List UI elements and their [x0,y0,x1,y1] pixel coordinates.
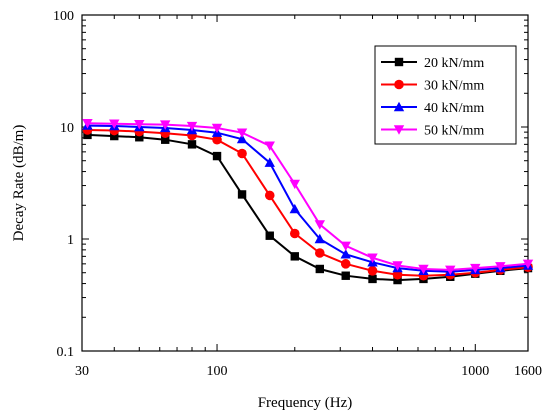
data-point [264,157,275,167]
data-point [314,233,326,244]
series-4 [82,119,534,276]
data-point [340,241,351,251]
data-point [236,128,248,138]
data-point [211,123,223,134]
y-tick-label: 100 [53,9,74,24]
series-layer [82,119,534,285]
legend-marker [394,79,404,90]
data-point [341,271,350,280]
legend-label: 40 kN/mm [424,101,484,116]
x-tick-label: 100 [207,364,228,379]
data-point [315,264,325,274]
data-point [289,179,300,190]
x-tick-label: 1600 [514,364,542,379]
data-point [186,121,198,132]
data-point [393,275,402,285]
data-point [289,228,300,239]
legend-marker [394,57,404,67]
data-point [187,140,197,149]
x-axis-title: Frequency (Hz) [258,395,353,411]
data-point [135,133,144,142]
legend-entry-3: 40 kN/mm [381,101,484,116]
x-tick-label: 1000 [461,364,489,379]
data-point [368,274,377,284]
data-point [237,148,247,159]
data-point [110,131,119,141]
legend-label: 20 kN/mm [424,56,484,71]
series-line [87,133,529,282]
legend-entry-1: 20 kN/mm [381,56,484,71]
data-point [265,231,274,240]
data-point [314,220,326,230]
legend-entry-2: 30 kN/mm [381,79,484,94]
series-2 [82,125,533,281]
y-tick-label: 10 [60,121,74,136]
data-point [212,151,222,161]
data-point [367,266,378,276]
axes: 30 100 1000 1600 0.1 1 10 100 [53,9,542,379]
data-point [212,134,222,145]
data-point [160,120,171,130]
legend-label: 30 kN/mm [424,79,484,94]
data-point [470,263,481,274]
data-point [290,252,299,261]
data-point [495,262,506,272]
data-point [109,119,120,129]
y-tick-label: 0.1 [57,345,75,360]
data-point [264,141,275,151]
legend-marker [393,101,405,112]
data-point [340,249,351,259]
data-point [340,259,351,269]
data-point [161,135,170,144]
data-point [392,269,403,280]
series-line [87,122,529,271]
legend: 20 kN/mm 30 kN/mm 40 kN/mm 50 kN/mm [374,45,517,145]
data-point [418,264,429,275]
data-point [237,190,247,199]
y-axis-title: Decay Rate (dB/m) [11,125,27,242]
data-point [82,119,93,129]
legend-label: 50 kN/mm [424,124,484,139]
plot-area [81,14,529,352]
y-tick-label: 1 [67,233,74,248]
data-point [367,253,378,263]
series-line [87,124,529,273]
data-point [236,133,248,144]
data-point [392,261,403,271]
data-point [315,248,325,258]
legend-entry-4: 50 kN/mm [381,124,484,139]
x-tick-label: 30 [75,364,89,379]
legend-marker [393,125,405,135]
data-point [445,265,456,276]
series-line [87,129,529,277]
data-point [134,119,145,130]
data-point [264,190,275,201]
data-point [289,203,300,214]
data-point [522,259,534,270]
series-1 [83,130,533,285]
data-point [83,130,92,140]
